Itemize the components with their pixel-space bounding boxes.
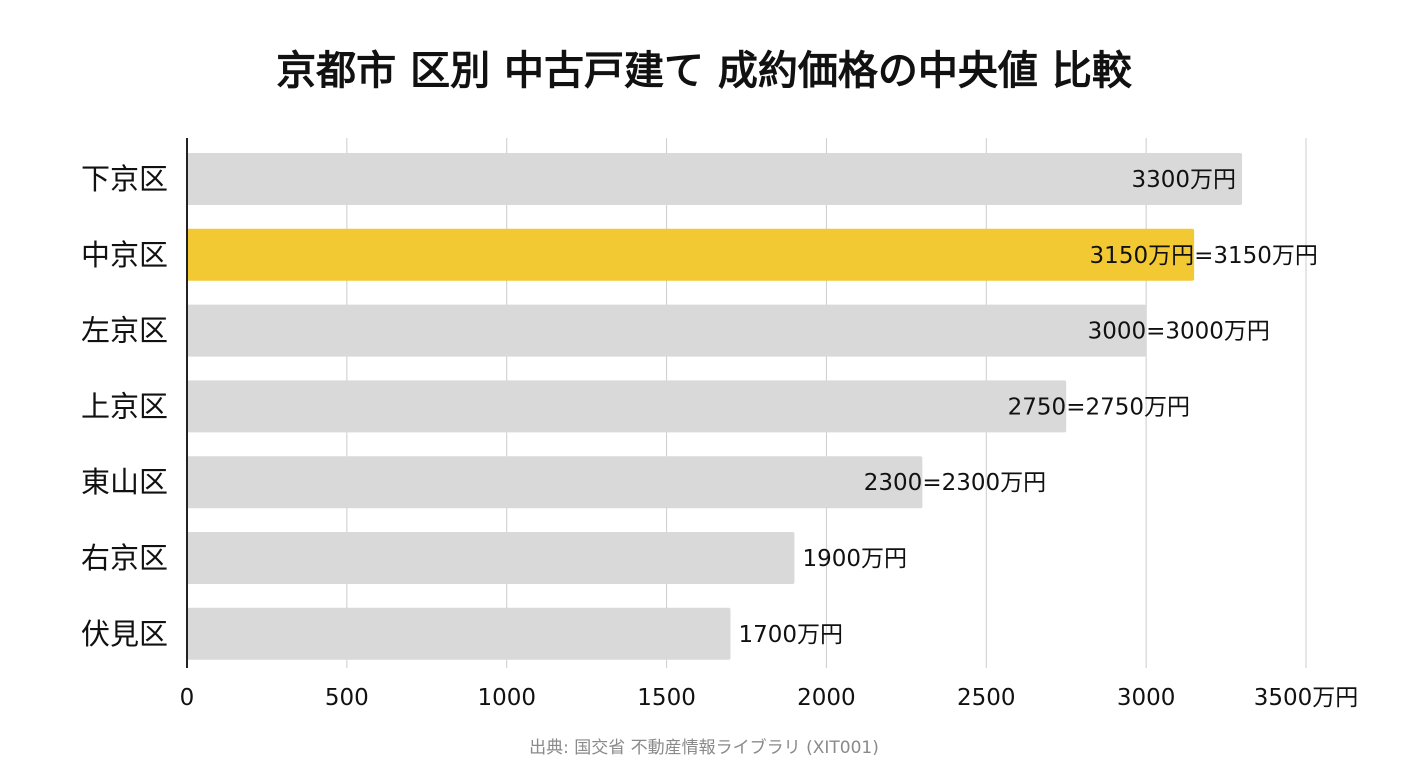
- category-label: 中京区: [81, 238, 168, 272]
- data-label: 2750=2750万円: [1008, 394, 1190, 420]
- x-tick-label: 500: [325, 685, 369, 711]
- data-label: 3300万円: [1132, 167, 1237, 193]
- data-label: 3150万円=3150万円: [1090, 243, 1318, 269]
- category-label: 上京区: [81, 389, 168, 423]
- x-tick-label: 3500万円: [1254, 685, 1359, 711]
- data-label: 1700万円: [739, 622, 844, 648]
- x-tick-label: 2500: [957, 685, 1016, 711]
- bar: [187, 456, 923, 509]
- bar: [187, 228, 1195, 281]
- bar: [187, 607, 731, 660]
- category-label: 東山区: [81, 465, 168, 499]
- chart-source: 出典: 国交省 不動産情報ライブラリ (XIT001): [529, 738, 879, 758]
- bar: [187, 380, 1067, 433]
- data-label: 3000=3000万円: [1088, 319, 1270, 345]
- category-label: 右京区: [81, 541, 168, 575]
- bar: [187, 304, 1147, 357]
- category-label: 伏見区: [81, 617, 168, 651]
- x-tick-label: 1500: [637, 685, 696, 711]
- bars: [187, 153, 1243, 660]
- labels: 0 500 1000 1500 2000 2500 3000 3500万円 下京区 3300万円中…: [81, 162, 1358, 711]
- bar: [187, 153, 1243, 205]
- x-tick-label: 1000: [477, 685, 536, 711]
- category-label: 左京区: [81, 314, 168, 348]
- data-label: 1900万円: [802, 546, 907, 572]
- data-label: 2300=2300万円: [864, 470, 1046, 496]
- bar: [187, 532, 795, 584]
- category-label: 下京区: [81, 162, 168, 196]
- x-tick-label: 2000: [797, 685, 856, 711]
- x-tick-label: 3000: [1117, 685, 1176, 711]
- chart-title: 京都市 区別 中古戸建て 成約価格の中央値 比較: [276, 48, 1132, 94]
- x-tick-label: 0: [180, 685, 195, 711]
